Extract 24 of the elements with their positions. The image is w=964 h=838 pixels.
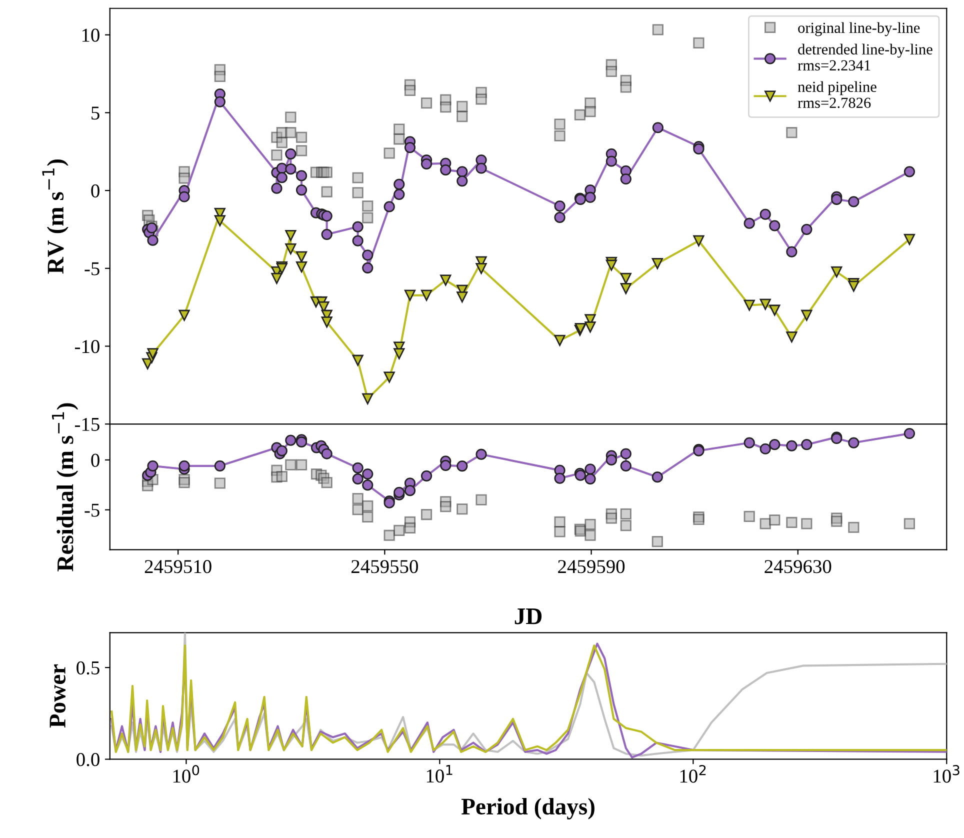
x-tick-label: 2459550 xyxy=(352,560,418,574)
legend-label: original line-by-line xyxy=(798,22,920,36)
y-tick-label: 0 xyxy=(91,184,100,198)
y-tick-label: -5 xyxy=(84,504,100,517)
y-tick-label: 0.5 xyxy=(76,661,100,675)
y-axis-title: RV (m s$^{−1}$) xyxy=(42,159,68,274)
x-axis-title: Period (days) xyxy=(461,798,594,820)
y-tick-label: 0.0 xyxy=(76,753,100,766)
legend-label: detrended line-by-line rms=2.2341 xyxy=(798,44,932,71)
y-tick-label: 0 xyxy=(91,454,100,467)
y-tick-label: -5 xyxy=(84,262,100,276)
y-tick-label: 5 xyxy=(92,106,100,120)
y-tick-label: -10 xyxy=(74,340,100,354)
x-tick-label: 10$^{1}$ xyxy=(426,765,452,783)
x-axis-title: JD xyxy=(514,608,542,624)
x-tick-label: 2459590 xyxy=(558,560,625,574)
x-tick-label: 10$^{3}$ xyxy=(934,765,960,783)
legend-label: neid pipeline rms=2.7826 xyxy=(798,81,876,108)
x-tick-label: 2459630 xyxy=(764,560,832,574)
x-tick-label: 2459510 xyxy=(144,560,212,574)
x-tick-label: 10$^{2}$ xyxy=(680,765,706,783)
y-axis-title: Power xyxy=(50,664,66,728)
x-tick-label: 10$^{0}$ xyxy=(173,765,200,783)
y-tick-label: 10 xyxy=(82,28,100,42)
